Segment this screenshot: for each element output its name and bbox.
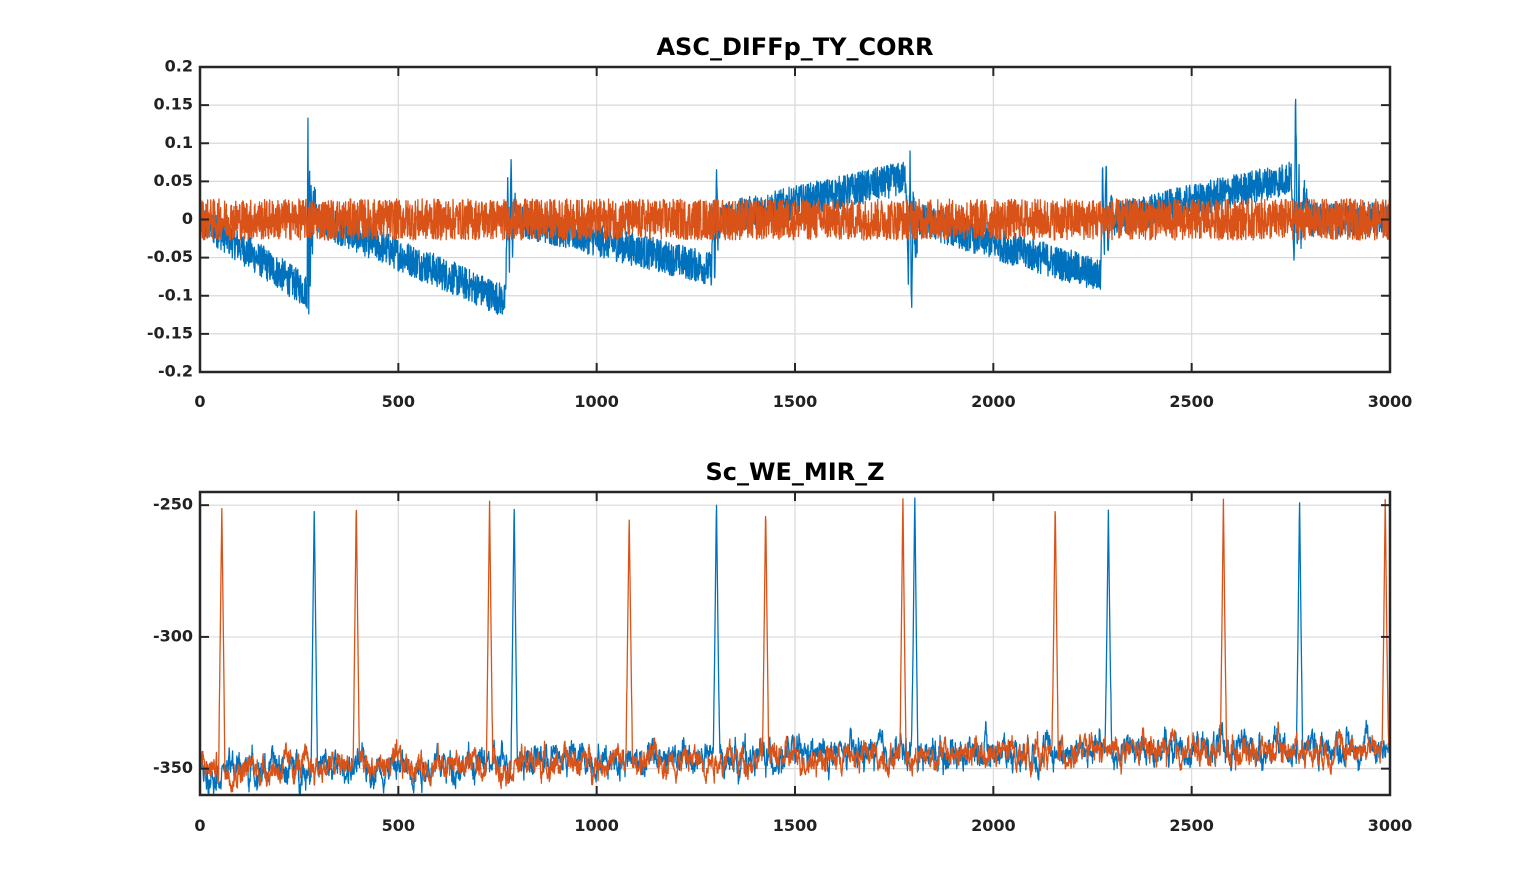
x-tick-label: 500 bbox=[382, 816, 415, 835]
x-tick-label: 1000 bbox=[574, 392, 619, 411]
x-tick-label: 3000 bbox=[1368, 816, 1413, 835]
x-tick-label: 2000 bbox=[971, 392, 1016, 411]
x-tick-label: 1000 bbox=[574, 816, 619, 835]
y-tick-label: -0.15 bbox=[147, 323, 193, 342]
x-tick-label: 2500 bbox=[1169, 392, 1214, 411]
chart-title: ASC_DIFFp_TY_CORR bbox=[656, 33, 933, 61]
y-tick-label: 0.05 bbox=[154, 171, 193, 190]
y-tick-label: 0 bbox=[182, 209, 193, 228]
x-tick-label: 2000 bbox=[971, 816, 1016, 835]
chart-2: 0 500 1000 1500 2000 2500 3000 -250 -300 -350 Sc_W… bbox=[153, 458, 1412, 835]
y-tick-label: -0.1 bbox=[158, 285, 193, 304]
y-tick-label: 0.2 bbox=[165, 57, 193, 76]
x-tick-label: 2500 bbox=[1169, 816, 1214, 835]
x-tick-label: 3000 bbox=[1368, 392, 1413, 411]
series-1-line bbox=[200, 497, 1390, 795]
x-tick-label: 1500 bbox=[773, 816, 818, 835]
y-tick-label: -0.05 bbox=[147, 247, 193, 266]
y-tick-label: -0.2 bbox=[158, 362, 193, 381]
x-tick-label: 500 bbox=[382, 392, 415, 411]
y-tick-label: -250 bbox=[153, 495, 193, 514]
x-tick-label: 1500 bbox=[773, 392, 818, 411]
series-2-line bbox=[200, 198, 1390, 241]
series-2-line bbox=[200, 498, 1390, 793]
chart-title: Sc_WE_MIR_Z bbox=[705, 458, 884, 486]
y-tick-label: 0.15 bbox=[154, 95, 193, 114]
x-tick-label: 0 bbox=[194, 392, 205, 411]
y-tick-label: -300 bbox=[153, 626, 193, 645]
x-tick-label: 0 bbox=[194, 816, 205, 835]
chart-1: 0 500 1000 1500 2000 2500 30000.20.150.10.050-… bbox=[147, 33, 1412, 411]
y-tick-label: 0.1 bbox=[165, 133, 193, 152]
y-tick-label: -350 bbox=[153, 758, 193, 777]
